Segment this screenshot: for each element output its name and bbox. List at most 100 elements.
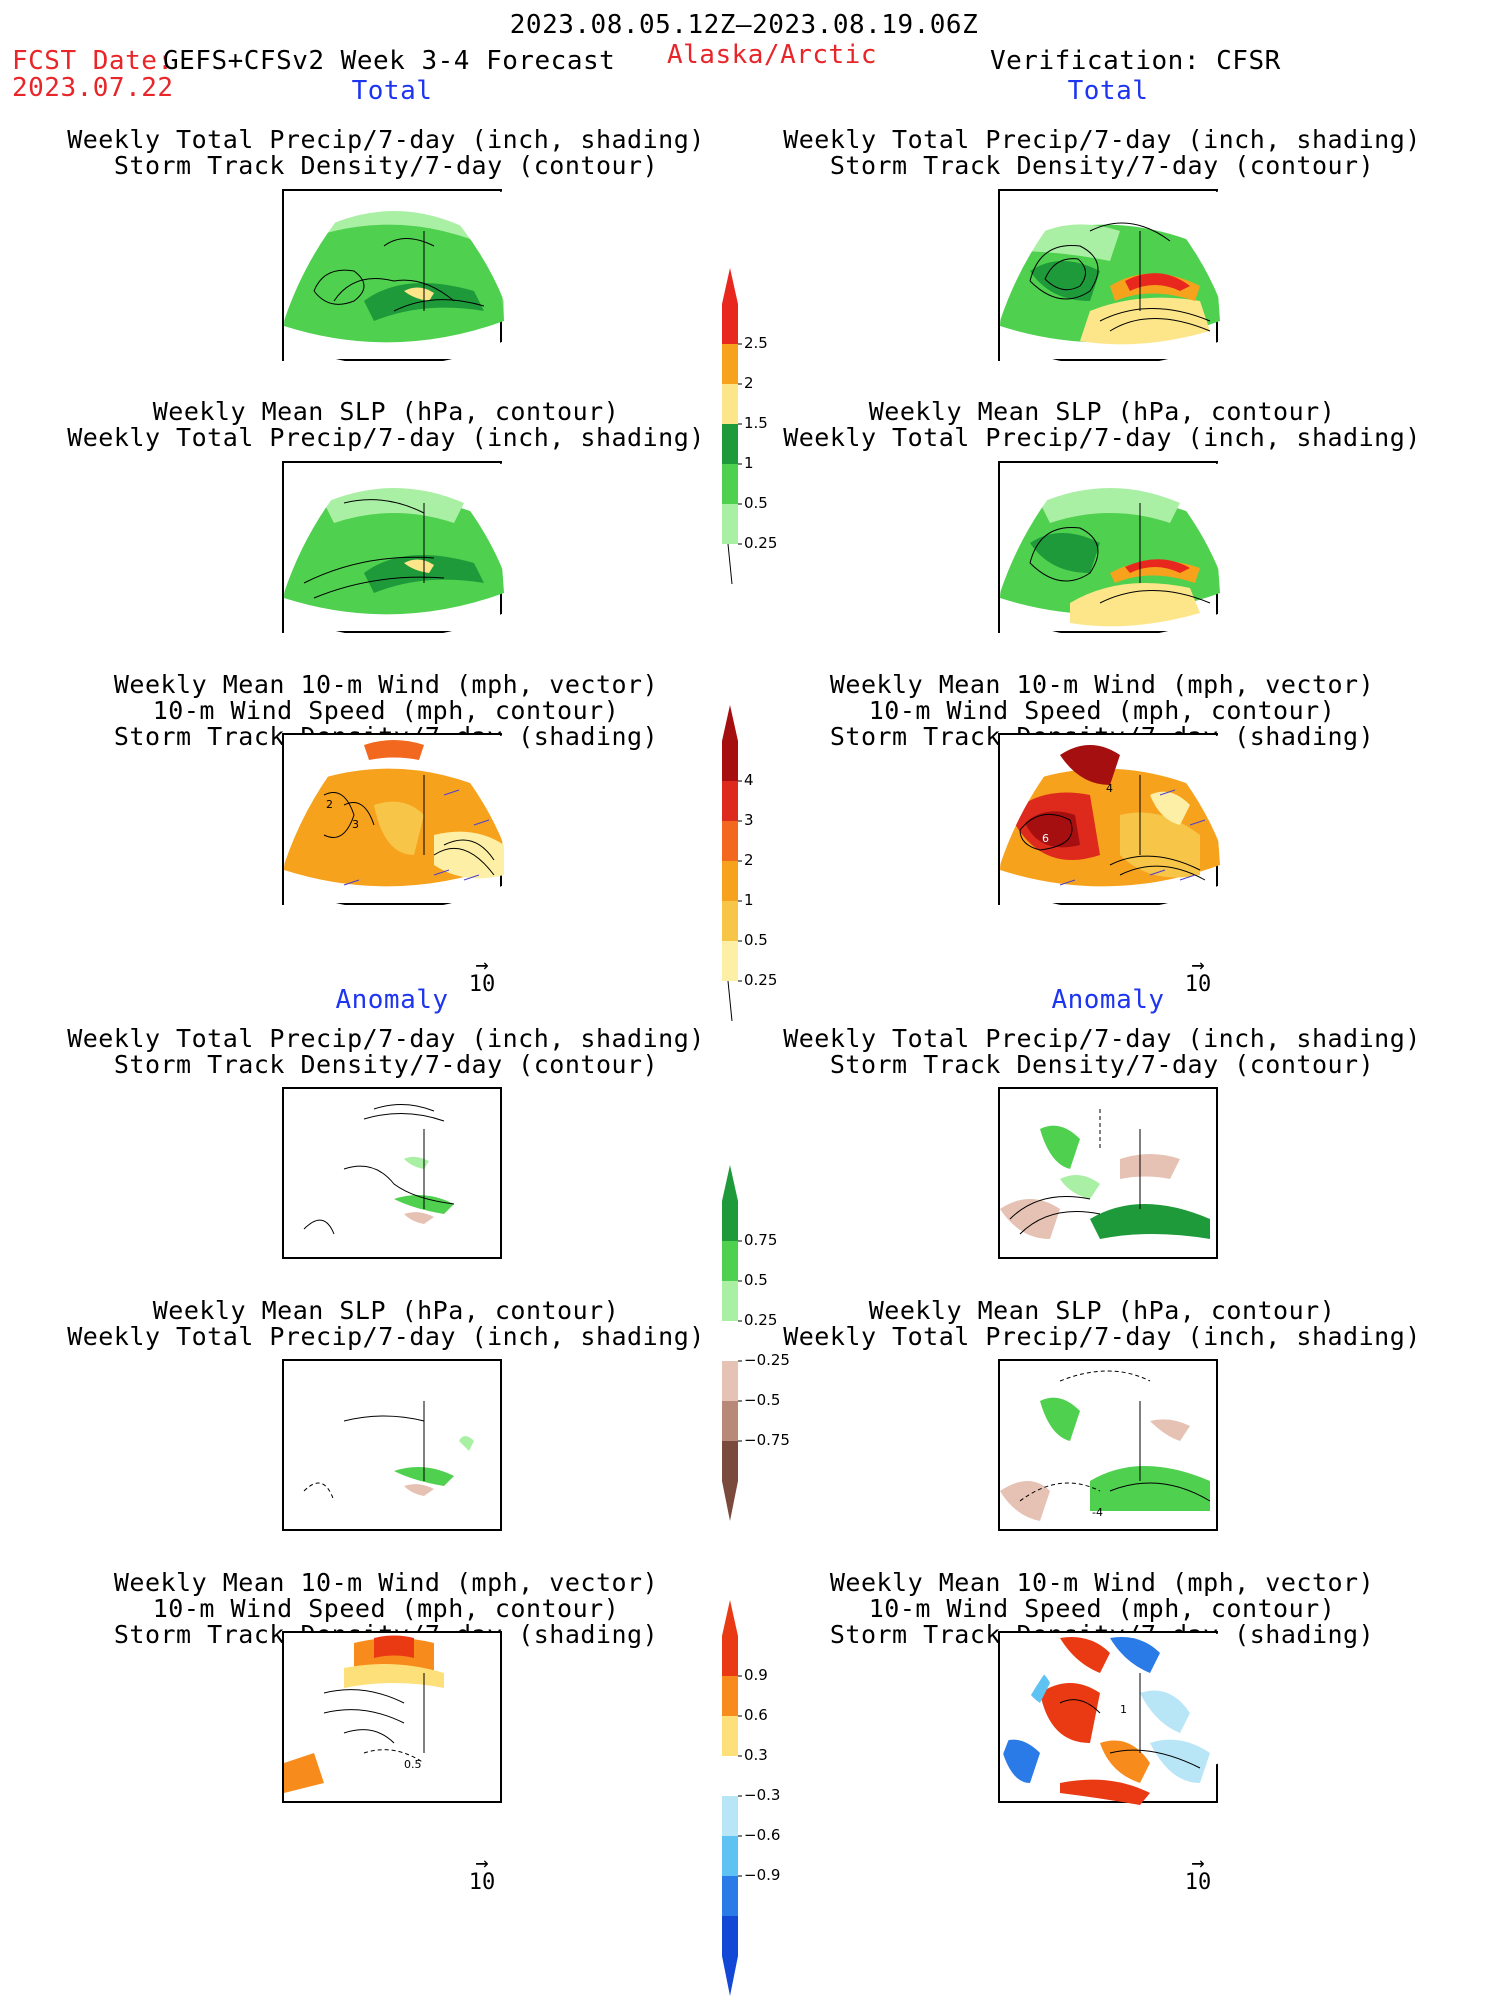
map-precip-total-forecast <box>282 189 504 363</box>
section-total-right: Total <box>1067 76 1149 106</box>
colorbar-label: 2 <box>744 374 754 392</box>
contour-label: -4 <box>1092 1506 1103 1519</box>
colorbar-label: 0.25 <box>744 1311 778 1329</box>
colorbar-label: −0.25 <box>744 1351 790 1369</box>
map-slp-anom-forecast <box>282 1359 502 1531</box>
map-precip-anom-verification <box>998 1087 1218 1259</box>
vector-reference: → 10 <box>1184 1851 1212 1895</box>
colorbar-segment <box>722 1441 738 1481</box>
fcst-date-prefix: FCST Date: <box>12 46 174 76</box>
verification-label: Verification: CFSR <box>990 46 1281 76</box>
contour-label: 0.5 <box>404 1758 422 1771</box>
colorbar-segment <box>722 741 738 781</box>
map-wind-anom-verification: 1 <box>998 1631 1220 1805</box>
colorbar-segment <box>722 1756 738 1796</box>
colorbar-label: 3 <box>744 811 754 829</box>
colorbar-label: 2.5 <box>744 334 768 352</box>
colorbar-segment <box>722 504 738 544</box>
panel-title: Weekly Mean SLP (hPa, contour) Weekly To… <box>783 397 1421 452</box>
arrow-right-icon: → <box>475 1851 489 1876</box>
colorbar-segment <box>722 1916 738 1956</box>
arrow-right-icon: → <box>475 953 489 978</box>
colorbar-bottom-triangle <box>722 1481 738 1521</box>
colorbar-label: −0.6 <box>744 1826 781 1844</box>
contour-label: 2 <box>326 798 333 811</box>
colorbar-label: −0.75 <box>744 1431 790 1449</box>
colorbar-segment <box>722 1796 738 1836</box>
colorbar-segment <box>722 1201 738 1241</box>
colorbar-bottom-triangle <box>722 1956 738 1996</box>
colorbar-graphic <box>722 268 742 585</box>
colorbar-segment <box>722 1876 738 1916</box>
contour-label: 4 <box>1106 782 1113 795</box>
date-range: 2023.08.05.12Z–2023.08.19.06Z <box>509 10 979 40</box>
colorbar-label: 1 <box>744 454 754 472</box>
fcst-date: 2023.07.22 <box>12 73 174 103</box>
contour-label: 3 <box>352 818 359 831</box>
map-wind-anom-forecast: 0.5 <box>282 1631 502 1803</box>
forecast-title: GEFS+CFSv2 Week 3-4 Forecast <box>163 46 616 76</box>
panel-title: Weekly Mean 10-m Wind (mph, vector) 10-m… <box>829 670 1375 751</box>
section-total-left: Total <box>351 76 433 106</box>
colorbar-label: 0.6 <box>744 1706 768 1724</box>
colorbar-segment <box>722 344 738 384</box>
colorbar-segment <box>722 1401 738 1441</box>
colorbar-segment <box>722 384 738 424</box>
panel-title: Weekly Total Precip/7-day (inch, shading… <box>783 1024 1421 1079</box>
map-slp-precip-verification <box>998 461 1220 635</box>
colorbar-segment <box>722 861 738 901</box>
colorbar-label: 0.5 <box>744 931 768 949</box>
colorbar-segment <box>722 424 738 464</box>
colorbar-segment <box>722 1836 738 1876</box>
colorbar-segment <box>722 781 738 821</box>
colorbar-segment <box>722 1636 738 1676</box>
map-slp-precip-forecast <box>282 461 504 635</box>
panel-title: Weekly Mean SLP (hPa, contour) Weekly To… <box>783 1296 1421 1351</box>
vector-reference: → 10 <box>468 1851 496 1895</box>
colorbar-segment <box>722 1361 738 1401</box>
contour-label: 6 <box>1042 832 1049 845</box>
colorbar-segment <box>722 941 738 981</box>
colorbar-label: 4 <box>744 771 754 789</box>
colorbar-label: 0.5 <box>744 1271 768 1289</box>
colorbar-bottom-triangle <box>727 543 733 585</box>
colorbar-top-triangle <box>722 705 738 741</box>
map-slp-anom-verification: -4 <box>998 1359 1218 1531</box>
panel-title: Weekly Total Precip/7-day (inch, shading… <box>67 1024 705 1079</box>
colorbar-segment <box>722 1321 738 1361</box>
colorbar-segment <box>722 464 738 504</box>
region-label: Alaska/Arctic <box>667 40 877 70</box>
map-wind-track-verification: 4 6 <box>998 733 1220 907</box>
colorbar-bottom-triangle <box>727 980 733 1022</box>
colorbar-segment <box>722 901 738 941</box>
colorbar-segment <box>722 1676 738 1716</box>
colorbar-top-triangle <box>722 1600 738 1636</box>
colorbar-label: −0.5 <box>744 1391 781 1409</box>
panel-title: Weekly Total Precip/7-day (inch, shading… <box>67 125 705 180</box>
arrow-right-icon: → <box>1191 1851 1205 1876</box>
colorbar-segment <box>722 821 738 861</box>
contour-label: 1 <box>1120 1703 1127 1716</box>
colorbar-label: 0.25 <box>744 534 778 552</box>
map-wind-track-forecast: 2 3 <box>282 733 504 907</box>
colorbar-segment <box>722 1716 738 1756</box>
vector-reference: → 10 <box>468 953 496 997</box>
colorbar-label: 0.5 <box>744 494 768 512</box>
colorbar-label: −0.3 <box>744 1786 781 1804</box>
panel-title: Weekly Mean SLP (hPa, contour) Weekly To… <box>67 1296 705 1351</box>
section-anomaly-left: Anomaly <box>335 985 449 1015</box>
colorbar-label: 0.25 <box>744 971 778 989</box>
colorbar-label: 0.3 <box>744 1746 768 1764</box>
colorbar-label: −0.9 <box>744 1866 781 1884</box>
colorbar-top-triangle <box>722 1165 738 1201</box>
panel-title: Weekly Total Precip/7-day (inch, shading… <box>783 125 1421 180</box>
colorbar-segment <box>722 1281 738 1321</box>
colorbar-segment <box>722 1241 738 1281</box>
colorbar-label: 0.9 <box>744 1666 768 1684</box>
arrow-right-icon: → <box>1191 953 1205 978</box>
colorbar-label: 1 <box>744 891 754 909</box>
panel-title: Weekly Mean SLP (hPa, contour) Weekly To… <box>67 397 705 452</box>
colorbar-segment <box>722 304 738 344</box>
colorbar-graphic <box>722 1165 742 1521</box>
colorbar-label: 1.5 <box>744 414 768 432</box>
